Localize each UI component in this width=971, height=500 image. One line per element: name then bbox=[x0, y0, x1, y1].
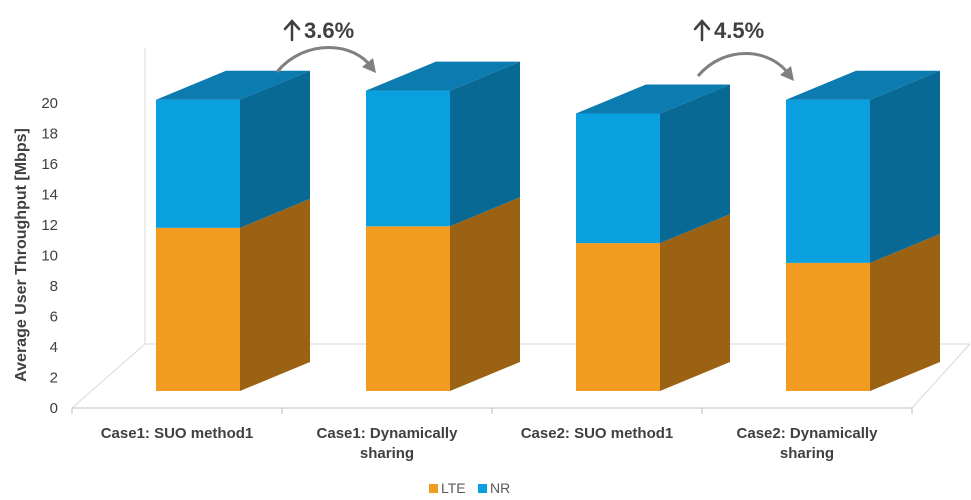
bars bbox=[156, 61, 940, 391]
bar-lte-front bbox=[366, 226, 450, 391]
bar-top-face bbox=[576, 84, 730, 114]
bar-top-face bbox=[786, 70, 940, 100]
increase-annotation: 4.5% bbox=[693, 18, 794, 81]
y-tick-label: 10 bbox=[41, 248, 58, 265]
bar-stack bbox=[156, 70, 310, 391]
bar-nr-side bbox=[450, 61, 520, 227]
up-arrow-icon bbox=[283, 19, 301, 42]
legend-swatch-nr bbox=[478, 484, 487, 493]
bar-nr-front bbox=[576, 113, 660, 244]
bar-lte-front bbox=[156, 227, 240, 391]
increase-annotation: 3.6% bbox=[275, 18, 376, 73]
y-tick-label: 2 bbox=[50, 370, 58, 387]
bar-nr-front bbox=[786, 99, 870, 263]
legend-label-nr: NR bbox=[490, 480, 510, 496]
y-tick-label: 18 bbox=[41, 126, 58, 143]
x-category-label: sharing bbox=[780, 445, 834, 462]
x-category-label: Case1: Dynamically bbox=[317, 425, 459, 442]
annotations: 3.6% 4.5% bbox=[275, 18, 794, 81]
legend: LTE NR bbox=[429, 480, 510, 496]
curved-arrow-head bbox=[780, 66, 794, 81]
y-tick-label: 14 bbox=[41, 187, 58, 204]
y-tick-label: 4 bbox=[50, 339, 58, 356]
increase-percent-label: 4.5% bbox=[714, 18, 764, 43]
bar-lte-side bbox=[450, 197, 520, 391]
bar-lte-side bbox=[870, 233, 940, 391]
y-axis: 0 2 4 6 8 10 12 14 16 18 20 bbox=[41, 95, 58, 417]
bar-stack bbox=[786, 70, 940, 391]
bar-top-face bbox=[366, 61, 520, 91]
x-category-label: Case2: Dynamically bbox=[737, 425, 879, 442]
legend-swatch-lte bbox=[429, 484, 438, 493]
bar-nr-side bbox=[660, 84, 730, 244]
bar-lte-front bbox=[786, 262, 870, 391]
curved-arrow bbox=[275, 46, 374, 73]
y-tick-label: 8 bbox=[50, 278, 58, 295]
bar-nr-front bbox=[366, 90, 450, 227]
bar-lte-front bbox=[576, 243, 660, 391]
y-tick-label: 20 bbox=[41, 95, 58, 112]
x-category-label: sharing bbox=[360, 445, 414, 462]
bar-lte-side bbox=[660, 214, 730, 391]
bar-nr-side bbox=[870, 70, 940, 263]
y-tick-label: 6 bbox=[50, 309, 58, 326]
x-category-label: Case2: SUO method1 bbox=[521, 425, 674, 442]
side-wall-line bbox=[71, 48, 146, 409]
y-axis-label: Average User Throughput [Mbps] bbox=[13, 128, 30, 382]
legend-label-lte: LTE bbox=[441, 480, 466, 496]
x-category-label: Case1: SUO method1 bbox=[101, 425, 254, 442]
bar-nr-side bbox=[240, 70, 310, 228]
bar-top-face bbox=[156, 70, 310, 100]
y-tick-label: 12 bbox=[41, 217, 58, 234]
x-axis: Case1: SUO method1 Case1: Dynamically shar… bbox=[71, 407, 913, 462]
curved-arrow bbox=[696, 52, 792, 77]
curved-arrow-head bbox=[362, 58, 376, 73]
y-tick-label: 0 bbox=[50, 400, 58, 417]
up-arrow-icon bbox=[693, 19, 711, 42]
floor-right-line bbox=[911, 343, 971, 409]
y-tick-label: 16 bbox=[41, 156, 58, 173]
increase-percent-label: 3.6% bbox=[304, 18, 354, 43]
bar-stack bbox=[366, 61, 520, 391]
bar-nr-front bbox=[156, 99, 240, 228]
bar-stack bbox=[576, 84, 730, 391]
bar-lte-side bbox=[240, 198, 310, 391]
